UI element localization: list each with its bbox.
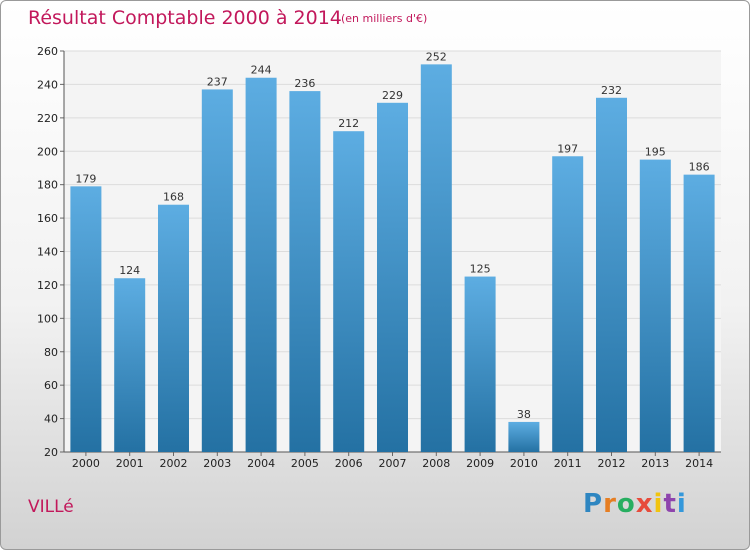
x-tick-label: 2004 bbox=[247, 457, 275, 470]
bar bbox=[70, 186, 102, 452]
y-tick-label: 80 bbox=[44, 346, 58, 359]
logo-letter: t bbox=[663, 489, 677, 519]
logo-letter: o bbox=[616, 489, 636, 519]
x-tick-label: 2006 bbox=[335, 457, 363, 470]
x-tick-label: 2005 bbox=[291, 457, 319, 470]
y-tick-label: 260 bbox=[37, 45, 58, 58]
bar bbox=[377, 102, 408, 452]
y-tick-label: 160 bbox=[37, 212, 58, 225]
x-tick-label: 2008 bbox=[422, 457, 450, 470]
x-tick-label: 2000 bbox=[72, 457, 100, 470]
data-label: 237 bbox=[207, 75, 228, 88]
location-name: VILLé bbox=[28, 497, 74, 517]
data-label: 229 bbox=[382, 89, 403, 102]
data-label: 186 bbox=[689, 161, 710, 174]
bar bbox=[552, 156, 584, 452]
bar bbox=[201, 89, 233, 452]
data-label: 232 bbox=[601, 84, 622, 97]
data-label: 252 bbox=[426, 50, 447, 63]
x-tick-label: 2011 bbox=[554, 457, 582, 470]
bar bbox=[420, 64, 452, 452]
proxiti-logo: Proxiti bbox=[583, 489, 687, 519]
x-tick-label: 2012 bbox=[598, 457, 626, 470]
x-tick-label: 2009 bbox=[466, 457, 494, 470]
y-tick-label: 220 bbox=[37, 112, 58, 125]
logo-letter: i bbox=[653, 489, 664, 519]
y-tick-label: 20 bbox=[44, 446, 58, 459]
bar bbox=[158, 204, 189, 452]
chart-subtitle: (en milliers d'€) bbox=[341, 12, 428, 25]
bar bbox=[639, 159, 671, 452]
logo-letter: x bbox=[635, 489, 654, 519]
data-label: 244 bbox=[251, 64, 272, 77]
data-label: 179 bbox=[75, 172, 96, 185]
bar bbox=[508, 421, 540, 452]
x-tick-label: 2001 bbox=[116, 457, 144, 470]
y-tick-label: 60 bbox=[44, 379, 58, 392]
data-label: 236 bbox=[294, 77, 315, 90]
data-label: 195 bbox=[645, 146, 666, 159]
y-tick-label: 40 bbox=[44, 413, 58, 426]
bar bbox=[596, 97, 627, 453]
x-tick-label: 2013 bbox=[641, 457, 669, 470]
x-tick-label: 2003 bbox=[203, 457, 231, 470]
bar bbox=[114, 278, 146, 452]
x-tick-label: 2014 bbox=[685, 457, 713, 470]
bar bbox=[333, 131, 365, 452]
x-tick-label: 2010 bbox=[510, 457, 538, 470]
y-tick-label: 180 bbox=[37, 179, 58, 192]
x-tick-label: 2007 bbox=[379, 457, 407, 470]
y-tick-label: 200 bbox=[37, 145, 58, 158]
y-tick-label: 240 bbox=[37, 78, 58, 91]
bar bbox=[683, 174, 715, 452]
data-label: 197 bbox=[557, 142, 578, 155]
x-tick-label: 2002 bbox=[160, 457, 188, 470]
data-label: 168 bbox=[163, 191, 184, 204]
logo-letter: P bbox=[583, 489, 604, 519]
data-label: 124 bbox=[119, 264, 140, 277]
bar bbox=[289, 91, 321, 452]
y-tick-label: 100 bbox=[37, 312, 58, 325]
y-tick-label: 120 bbox=[37, 279, 58, 292]
logo-letter: i bbox=[676, 489, 687, 519]
logo-letter: r bbox=[603, 489, 617, 519]
chart-title: Résultat Comptable 2000 à 2014 bbox=[28, 7, 342, 29]
data-label: 38 bbox=[517, 408, 531, 421]
data-label: 212 bbox=[338, 117, 359, 130]
bar bbox=[464, 276, 496, 452]
y-tick-label: 140 bbox=[37, 246, 58, 259]
data-label: 125 bbox=[470, 263, 491, 276]
bar bbox=[245, 77, 277, 452]
